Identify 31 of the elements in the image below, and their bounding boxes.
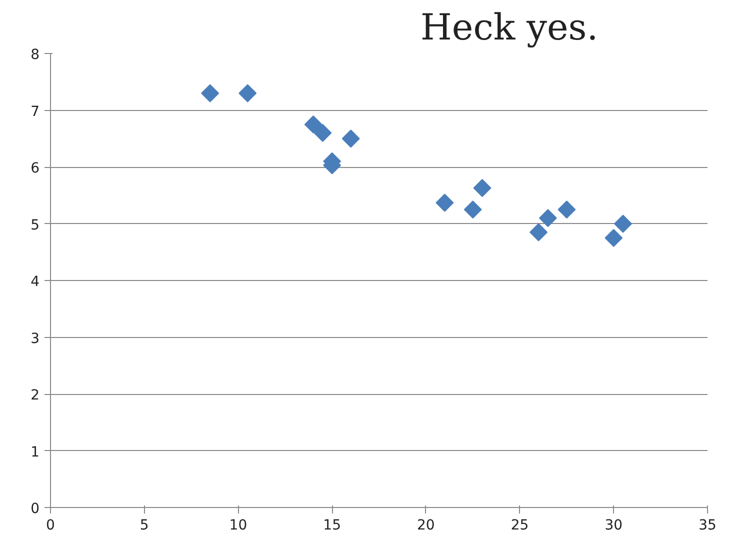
x-tick-label: 20 bbox=[417, 518, 435, 534]
y-tick-label: 3 bbox=[30, 330, 40, 347]
y-tick-label: 4 bbox=[30, 274, 40, 290]
point bbox=[304, 115, 322, 134]
point bbox=[604, 228, 623, 247]
y-tick-label: 0 bbox=[30, 501, 40, 517]
x-tick-label: 0 bbox=[46, 518, 55, 534]
y-tick-label: 8 bbox=[30, 47, 40, 63]
x-tick-label: 30 bbox=[604, 518, 623, 534]
point bbox=[342, 130, 360, 148]
x-tick-label: 5 bbox=[140, 518, 149, 534]
x-tick-label: 10 bbox=[229, 518, 248, 534]
point bbox=[558, 200, 576, 219]
y-tick-label: 2 bbox=[30, 388, 40, 404]
x-tick-label: 35 bbox=[698, 518, 716, 534]
point bbox=[201, 84, 220, 102]
y-tick-label: 5 bbox=[30, 217, 40, 234]
point bbox=[473, 179, 492, 197]
point bbox=[314, 124, 332, 142]
point bbox=[614, 214, 632, 233]
x-tick-label: 15 bbox=[323, 518, 341, 534]
point bbox=[238, 84, 257, 102]
point bbox=[538, 209, 557, 228]
y-tick-label: 1 bbox=[30, 444, 40, 460]
x-tick-label: 25 bbox=[510, 518, 529, 534]
point bbox=[464, 200, 482, 219]
point bbox=[530, 223, 548, 242]
y-tick-label: 7 bbox=[30, 104, 40, 120]
point bbox=[436, 194, 454, 212]
text: Heck yes. bbox=[420, 8, 598, 48]
y-tick-label: 6 bbox=[30, 160, 40, 176]
